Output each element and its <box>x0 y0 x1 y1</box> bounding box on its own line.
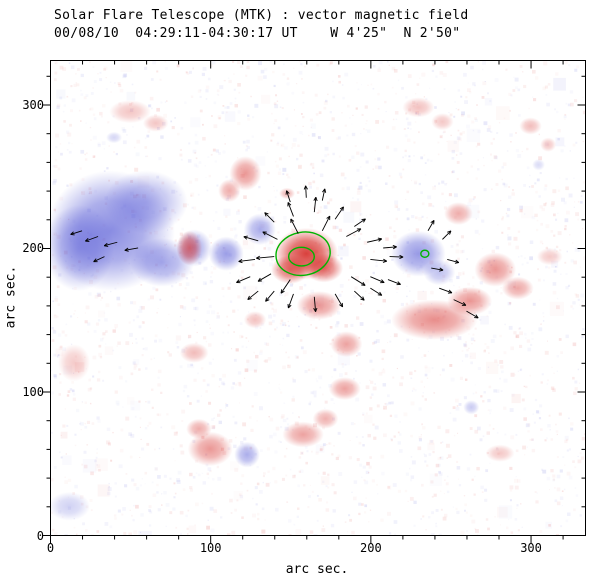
figure-subtitle: 00/08/10 04:29:11-04:30:17 UT W 4'25" N … <box>54 26 461 41</box>
x-axis-label: arc sec. <box>285 562 349 577</box>
y-tick-label: 200 <box>22 241 44 256</box>
figure-title: Solar Flare Telescope (MTK) : vector mag… <box>54 8 469 23</box>
x-tick-label: 300 <box>520 541 542 555</box>
x-tick-label: 100 <box>199 541 222 555</box>
y-tick-label: 100 <box>22 384 44 399</box>
x-tick-label: 0 <box>46 541 55 555</box>
x-tick-label: 200 <box>360 541 382 555</box>
y-tick-label: 300 <box>22 97 44 112</box>
y-tick-label: 0 <box>36 528 44 543</box>
magnetogram-canvas <box>50 60 585 535</box>
y-axis-label: arc sec. <box>3 265 19 329</box>
plot-area <box>50 60 585 535</box>
